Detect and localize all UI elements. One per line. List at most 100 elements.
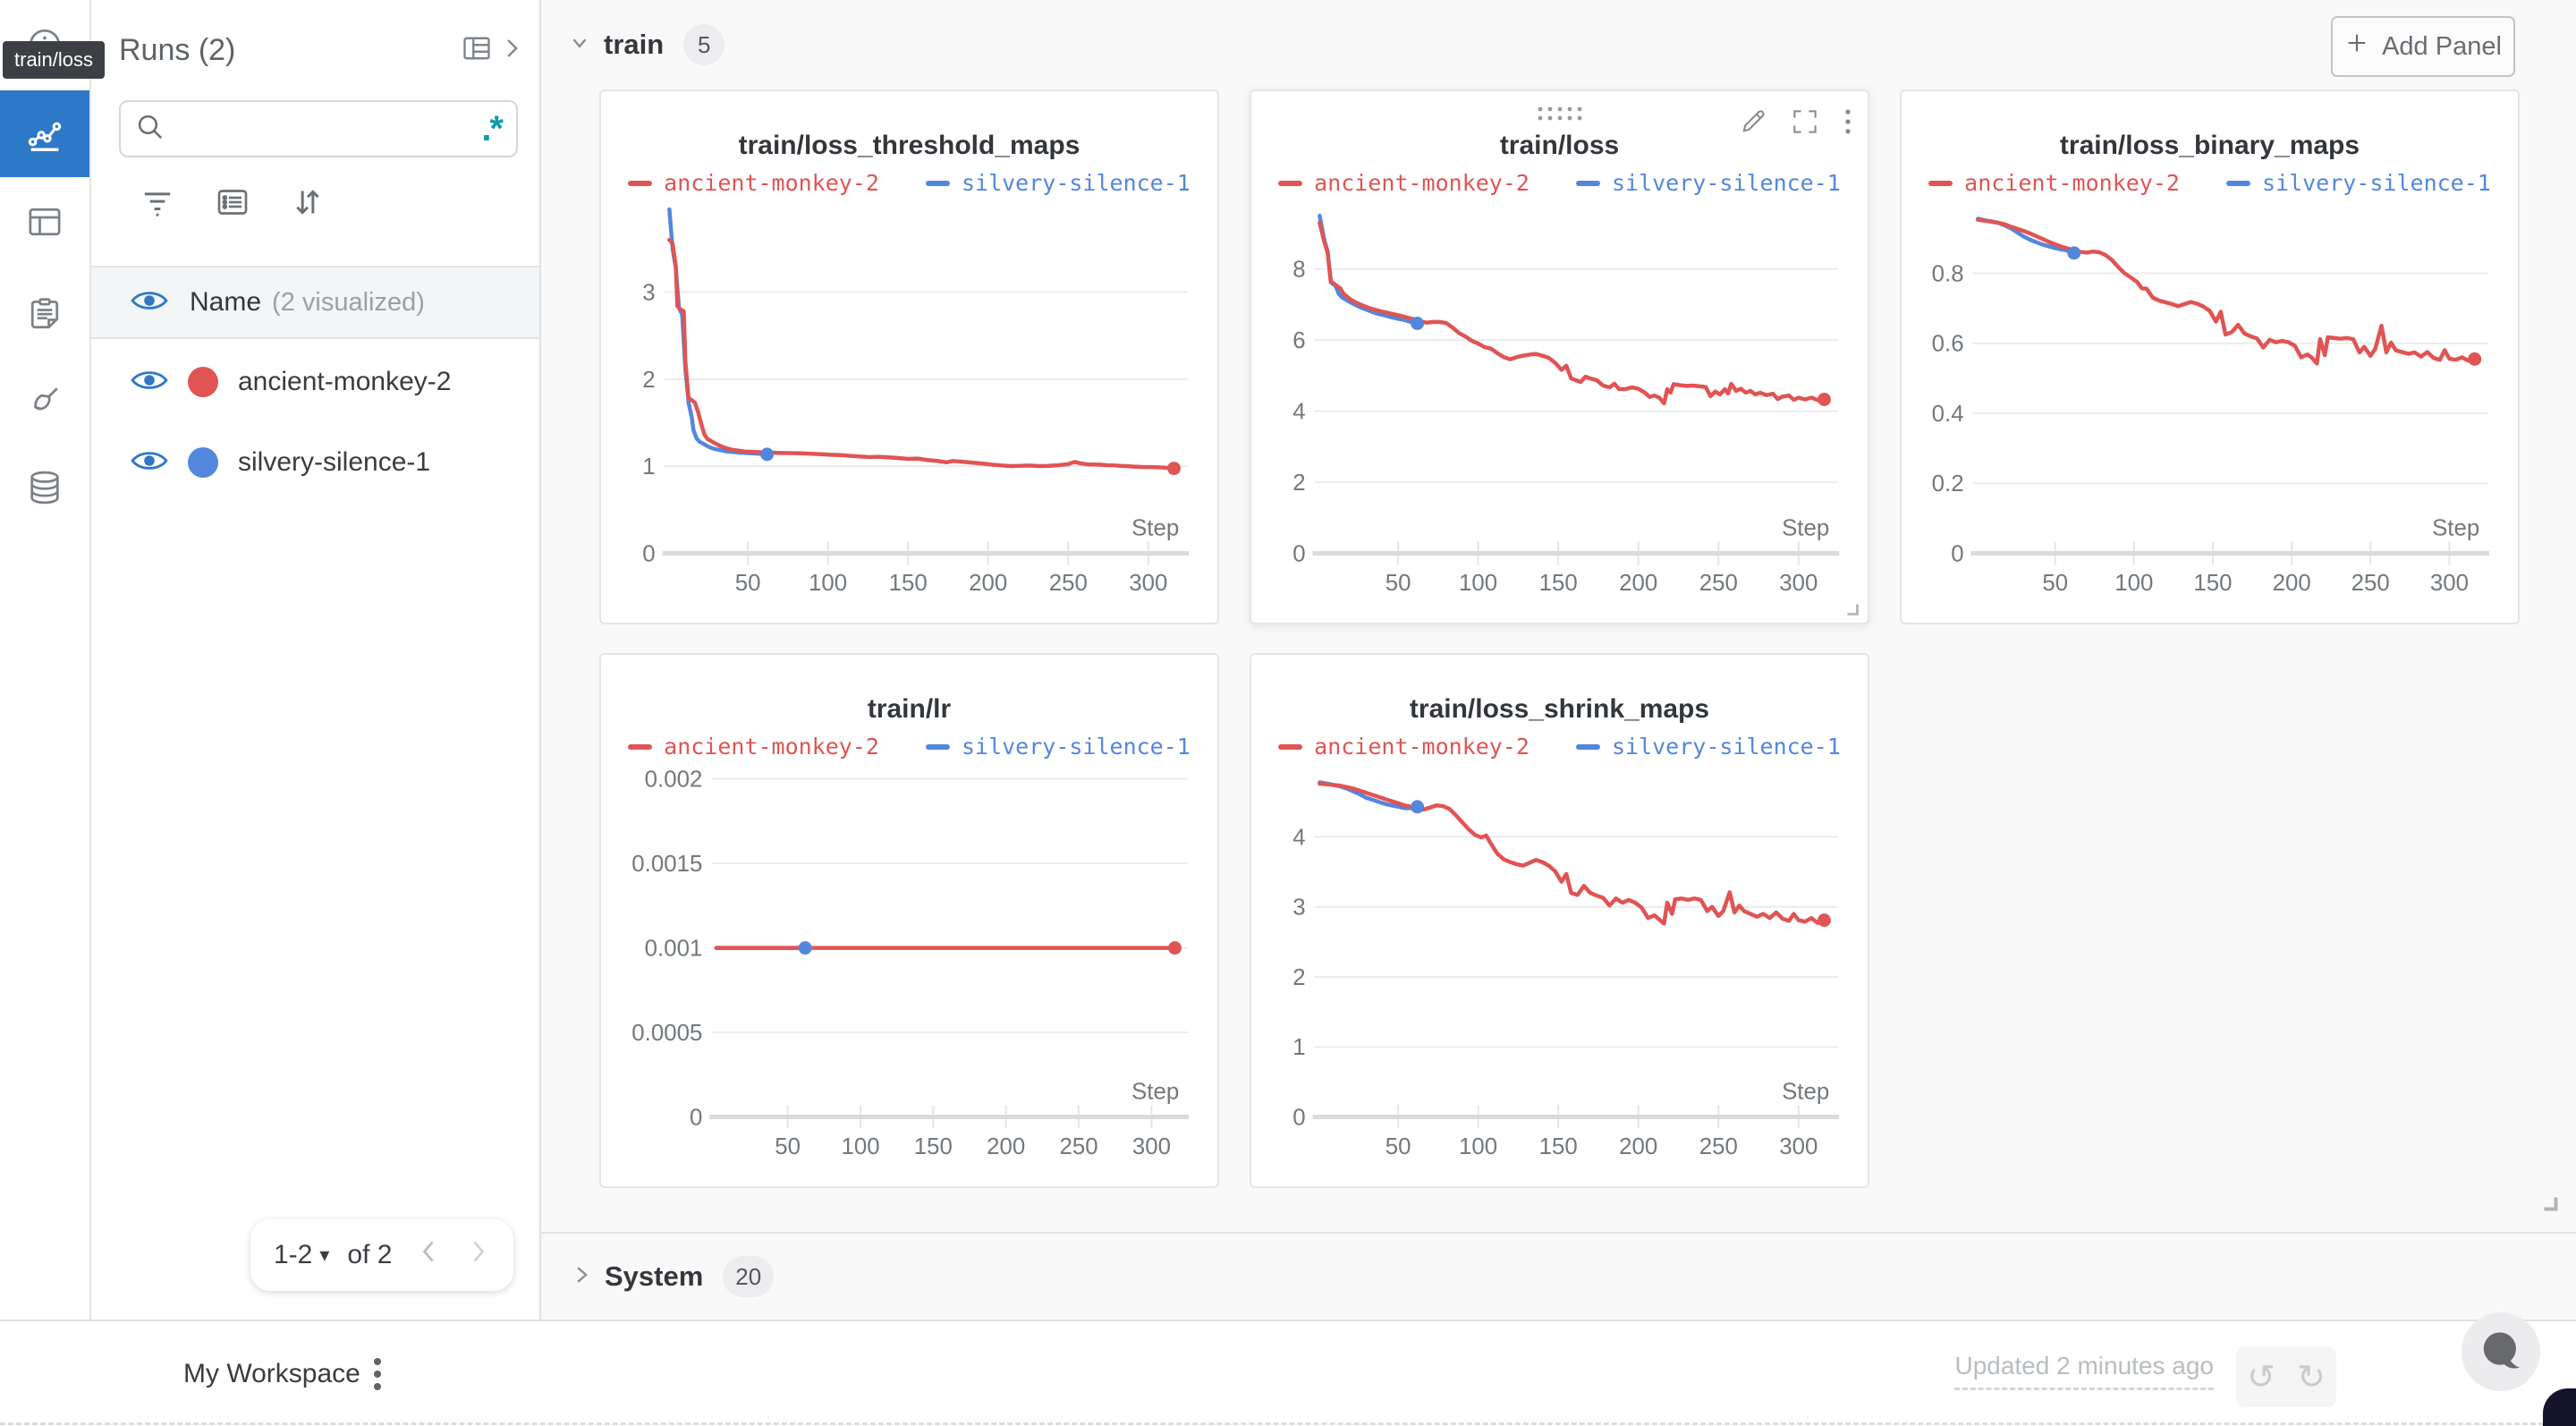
sidebar-item-workspace-charts[interactable] xyxy=(0,90,89,177)
group-list-icon[interactable] xyxy=(215,184,250,225)
legend-entry[interactable]: silvery-silence-1 xyxy=(925,734,1191,760)
chart-plot[interactable]: 0 1 2 3 50 100 150 200 250 300 Step xyxy=(601,91,1217,623)
legend-entry[interactable]: silvery-silence-1 xyxy=(1575,734,1841,760)
section-count-badge: 5 xyxy=(683,24,725,65)
chart-panel[interactable]: train/loss ancient-monkey-2 silvery-silen… xyxy=(1250,89,1869,624)
runs-pagination: 1-2 ▾ of 2 xyxy=(250,1219,513,1291)
sort-icon[interactable] xyxy=(290,184,326,225)
updated-timestamp[interactable]: Updated 2 minutes ago xyxy=(1954,1352,2214,1390)
legend-swatch xyxy=(1575,743,1600,750)
svg-text:0: 0 xyxy=(1292,1105,1305,1130)
broom-icon xyxy=(25,381,64,420)
svg-text:0.2: 0.2 xyxy=(1932,471,1964,497)
chart-panel[interactable]: train/loss_shrink_maps ancient-monkey-2 s… xyxy=(1250,653,1869,1188)
chart-panel[interactable]: train/loss_threshold_maps ancient-monkey… xyxy=(599,89,1219,624)
run-name[interactable]: silvery-silence-1 xyxy=(238,447,431,477)
page-range[interactable]: 1-2 xyxy=(274,1240,313,1269)
legend-entry[interactable]: silvery-silence-1 xyxy=(2225,170,2491,196)
workspace-title[interactable]: My Workspace xyxy=(183,1358,360,1388)
panel-menu-kebab-icon[interactable] xyxy=(1843,107,1853,140)
run-row[interactable]: ancient-monkey-2 xyxy=(91,344,539,420)
runs-table-icon[interactable] xyxy=(461,32,493,69)
chart-legend: ancient-monkey-2 silvery-silence-1 xyxy=(601,734,1217,760)
database-icon xyxy=(25,468,64,507)
chat-launcher-button[interactable] xyxy=(2462,1312,2540,1391)
section-resize-handle-icon[interactable] xyxy=(2538,1192,2562,1219)
legend-entry[interactable]: ancient-monkey-2 xyxy=(628,734,879,760)
sidebar-item-sweeps[interactable] xyxy=(0,376,89,426)
svg-text:2: 2 xyxy=(1292,471,1305,496)
undo-icon[interactable]: ↺ xyxy=(2247,1357,2275,1396)
svg-text:200: 200 xyxy=(987,1134,1025,1159)
run-color-dot[interactable] xyxy=(188,447,218,478)
runs-column-header: Name (2 visualized) xyxy=(91,266,539,339)
workspace-menu-kebab-icon[interactable] xyxy=(371,1321,384,1426)
edit-panel-pencil-icon[interactable] xyxy=(1739,107,1767,140)
chart-legend: ancient-monkey-2 silvery-silence-1 xyxy=(1251,170,1868,196)
next-page-chevron-icon[interactable] xyxy=(467,1238,490,1272)
svg-text:250: 250 xyxy=(1699,1134,1738,1159)
chart-panel[interactable]: train/lr ancient-monkey-2 silvery-silence… xyxy=(599,653,1219,1188)
svg-text:3: 3 xyxy=(642,280,655,305)
svg-text:0: 0 xyxy=(642,541,655,566)
runs-name-column-label[interactable]: Name xyxy=(190,287,262,317)
search-input[interactable] xyxy=(176,115,482,143)
chart-plot[interactable]: 0 2 4 6 8 50 100 150 200 250 300 Step xyxy=(1251,91,1868,623)
svg-text:0: 0 xyxy=(1292,541,1305,566)
chart-plot[interactable]: 0 0.2 0.4 0.6 0.8 50 100 150 200 250 300 Step xyxy=(1902,91,2518,623)
sidebar-item-artifacts[interactable] xyxy=(0,463,89,513)
redo-icon[interactable]: ↻ xyxy=(2297,1357,2326,1396)
sidebar-item-table[interactable] xyxy=(0,197,89,247)
svg-text:0.0015: 0.0015 xyxy=(631,852,702,877)
run-color-dot[interactable] xyxy=(188,367,218,397)
panels-area: train 5 Add Panel xyxy=(541,0,2576,1320)
legend-entry[interactable]: ancient-monkey-2 xyxy=(628,170,879,196)
sidebar-item-logs[interactable] xyxy=(0,290,89,340)
legend-swatch xyxy=(628,180,653,186)
prev-page-chevron-icon[interactable] xyxy=(417,1238,440,1272)
page-size-caret-icon[interactable]: ▾ xyxy=(319,1244,330,1266)
regex-toggle-icon[interactable]: .* xyxy=(481,109,504,149)
legend-entry[interactable]: ancient-monkey-2 xyxy=(1278,170,1530,196)
section-header-train[interactable]: train 5 Add Panel xyxy=(541,0,2576,89)
legend-swatch xyxy=(925,743,950,750)
eye-visible-icon[interactable] xyxy=(131,367,168,398)
svg-text:300: 300 xyxy=(1129,571,1167,596)
section-count-badge: 20 xyxy=(723,1256,775,1297)
legend-run-name: silvery-silence-1 xyxy=(2261,170,2491,196)
section-header-system[interactable]: System 20 xyxy=(541,1232,2576,1320)
legend-entry[interactable]: silvery-silence-1 xyxy=(1575,170,1841,196)
filter-icon[interactable] xyxy=(140,184,175,225)
legend-swatch xyxy=(1928,180,1953,186)
svg-text:0.4: 0.4 xyxy=(1932,402,1964,427)
chart-panel[interactable]: train/loss_binary_maps ancient-monkey-2 s… xyxy=(1900,89,2520,624)
fullscreen-panel-icon[interactable] xyxy=(1791,107,1819,140)
svg-text:50: 50 xyxy=(2042,571,2068,596)
eye-visible-icon[interactable] xyxy=(131,447,168,479)
expand-runs-chevron-icon[interactable] xyxy=(502,37,521,64)
svg-text:300: 300 xyxy=(2430,571,2469,596)
svg-text:150: 150 xyxy=(1539,1134,1578,1159)
panel-resize-handle-icon[interactable] xyxy=(1843,599,1862,619)
legend-run-name: ancient-monkey-2 xyxy=(1314,170,1530,196)
eye-visible-icon[interactable] xyxy=(131,287,168,318)
svg-text:250: 250 xyxy=(1060,1134,1098,1159)
panel-row: train/loss_threshold_maps ancient-monkey… xyxy=(599,89,2520,624)
svg-text:8: 8 xyxy=(1292,258,1305,283)
add-panel-button[interactable]: Add Panel xyxy=(2331,16,2515,77)
panel-drag-handle-icon[interactable] xyxy=(1537,106,1583,122)
svg-text:300: 300 xyxy=(1779,571,1818,596)
svg-text:50: 50 xyxy=(735,571,761,596)
section-label: System xyxy=(605,1260,704,1292)
legend-entry[interactable]: ancient-monkey-2 xyxy=(1278,734,1530,760)
legend-swatch xyxy=(1278,180,1303,186)
legend-entry[interactable]: silvery-silence-1 xyxy=(925,170,1191,196)
chart-plot[interactable]: 0 1 2 3 4 50 100 150 200 250 300 Step xyxy=(1251,655,1868,1186)
chart-plot[interactable]: 0 0.0005 0.001 0.0015 0.002 50 100 150 200 250 300… xyxy=(601,655,1217,1186)
svg-text:250: 250 xyxy=(2351,571,2390,596)
legend-entry[interactable]: ancient-monkey-2 xyxy=(1928,170,2180,196)
plus-icon xyxy=(2344,30,2369,63)
run-row[interactable]: silvery-silence-1 xyxy=(91,425,539,500)
run-name[interactable]: ancient-monkey-2 xyxy=(238,367,452,396)
